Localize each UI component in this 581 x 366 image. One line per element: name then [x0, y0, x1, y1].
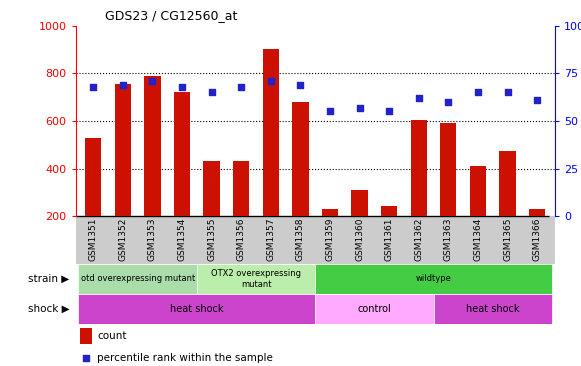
- Point: [177, 84, 187, 90]
- Bar: [315, 264, 552, 294]
- Text: wildtype: wildtype: [415, 274, 451, 283]
- Text: control: control: [357, 304, 391, 314]
- Text: otd overexpressing mutant: otd overexpressing mutant: [81, 274, 195, 283]
- Bar: [500, 151, 516, 216]
- Bar: [411, 120, 427, 216]
- Point: [236, 84, 246, 90]
- Point: [207, 89, 216, 95]
- Bar: [197, 264, 315, 294]
- Bar: [315, 294, 433, 324]
- Point: [414, 95, 424, 101]
- Bar: [263, 49, 279, 216]
- Text: heat shock: heat shock: [170, 304, 224, 314]
- Bar: [322, 209, 338, 216]
- Bar: [292, 102, 309, 216]
- Point: [385, 108, 394, 114]
- Text: heat shock: heat shock: [466, 304, 519, 314]
- Point: [118, 82, 127, 88]
- Bar: [80, 328, 92, 344]
- Point: [81, 355, 91, 361]
- Point: [444, 99, 453, 105]
- Text: strain ▶: strain ▶: [28, 274, 70, 284]
- Bar: [203, 161, 220, 216]
- Bar: [381, 206, 397, 216]
- Bar: [78, 294, 315, 324]
- Point: [325, 108, 335, 114]
- Bar: [529, 209, 545, 216]
- Bar: [78, 264, 197, 294]
- Point: [355, 105, 364, 111]
- Point: [89, 84, 98, 90]
- Bar: [233, 161, 249, 216]
- Bar: [114, 84, 131, 216]
- Bar: [433, 294, 552, 324]
- Point: [474, 89, 483, 95]
- Point: [532, 97, 541, 103]
- Point: [266, 78, 275, 84]
- Bar: [470, 166, 486, 216]
- Point: [148, 78, 157, 84]
- Bar: [352, 190, 368, 216]
- Text: count: count: [97, 331, 127, 341]
- Text: percentile rank within the sample: percentile rank within the sample: [97, 352, 273, 363]
- Bar: [144, 76, 160, 216]
- Bar: [440, 123, 457, 216]
- Bar: [85, 138, 102, 216]
- Text: shock ▶: shock ▶: [28, 304, 70, 314]
- Bar: [174, 92, 190, 216]
- Point: [503, 89, 512, 95]
- Text: OTX2 overexpressing
mutant: OTX2 overexpressing mutant: [211, 269, 301, 289]
- Text: GDS23 / CG12560_at: GDS23 / CG12560_at: [105, 9, 237, 22]
- Point: [296, 82, 305, 88]
